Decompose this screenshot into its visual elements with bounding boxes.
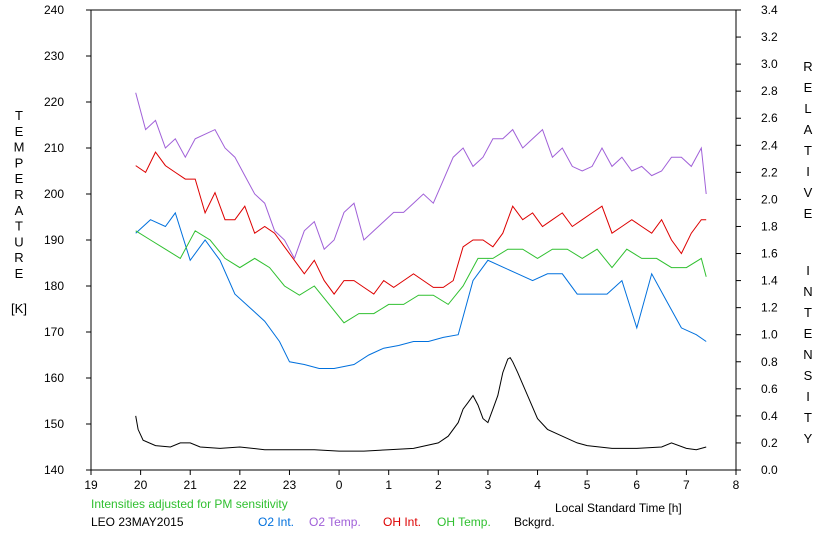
y-left-tick-label: 150 — [44, 417, 64, 431]
left-axis-label-letter: R — [14, 250, 23, 265]
y-right-tick-label: 0.2 — [761, 436, 778, 450]
right-axis-label-letter: V — [804, 185, 813, 200]
y-right-tick-label: 2.2 — [761, 165, 778, 179]
right-axis-label-letter: T — [804, 143, 812, 158]
right-axis-label-letter: S — [804, 368, 813, 383]
series-line-o2-int — [135, 211, 707, 369]
y-left-tick-label: 210 — [44, 141, 64, 155]
left-axis-label-letter: M — [14, 140, 25, 155]
y-left-tick-label: 230 — [44, 49, 64, 63]
legend-oh-int: OH Int. — [383, 515, 421, 529]
x-tick-label: 5 — [584, 478, 591, 492]
x-tick-label: 2 — [435, 478, 442, 492]
series-line-bckgrd — [135, 357, 707, 452]
y-right-tick-label: 3.4 — [761, 3, 778, 17]
y-left-tick-label: 180 — [44, 279, 64, 293]
x-tick-label: 1 — [385, 478, 392, 492]
series-line-oh-int — [135, 151, 707, 295]
x-tick-label: 23 — [283, 478, 297, 492]
y-right-tick-label: 1.2 — [761, 301, 778, 315]
right-axis-label-letter: E — [804, 326, 813, 341]
series-line-oh-temp — [135, 230, 707, 324]
y-left-tick-label: 200 — [44, 187, 64, 201]
x-tick-label: 4 — [534, 478, 541, 492]
y-right-tick-label: 1.0 — [761, 328, 778, 342]
right-axis-label-letter: I — [806, 389, 810, 404]
y-right-tick-label: 3.0 — [761, 57, 778, 71]
right-axis-label-letter: R — [803, 59, 812, 74]
right-axis-label-letter: E — [804, 206, 813, 221]
y-right-tick-label: 2.0 — [761, 192, 778, 206]
y-right-tick-label: 2.8 — [761, 84, 778, 98]
adjustment-note: Intensities adjusted for PM sensitivity — [91, 497, 288, 511]
left-axis-label-letter: E — [15, 171, 24, 186]
right-axis-label-letter: I — [806, 164, 810, 179]
x-tick-label: 3 — [485, 478, 492, 492]
right-axis-label-letter: T — [804, 410, 812, 425]
y-left-tick-label: 160 — [44, 371, 64, 385]
x-tick-label: 7 — [683, 478, 690, 492]
x-tick-label: 22 — [233, 478, 247, 492]
legend-oh-temp: OH Temp. — [437, 515, 491, 529]
x-tick-label: 19 — [84, 478, 98, 492]
x-tick-label: 21 — [184, 478, 198, 492]
site-date-label: LEO 23MAY2015 — [91, 515, 184, 529]
left-axis-label-letter: T — [15, 219, 23, 234]
y-right-tick-label: 0.0 — [761, 463, 778, 477]
right-axis-label-letter: A — [804, 122, 813, 137]
y-left-tick-label: 240 — [44, 3, 64, 17]
right-axis-label-letter: I — [806, 263, 810, 278]
x-axis-label: Local Standard Time [h] — [555, 501, 682, 515]
y-left-tick-label: 220 — [44, 95, 64, 109]
right-axis-label-letter: E — [804, 80, 813, 95]
ticks-layer: 19 20 21 22 23 0 1 2 3 4 5 6 7 8140150160170180190200… — [14, 3, 813, 492]
left-axis-label-letter: U — [14, 234, 23, 249]
left-axis-label-letter: E — [15, 124, 24, 139]
legend-bckgrd: Bckgrd. — [514, 515, 555, 529]
plot-frame — [90, 9, 737, 471]
left-axis-label-letter: R — [14, 187, 23, 202]
x-tick-label: 0 — [336, 478, 343, 492]
left-axis-label-letter: E — [15, 266, 24, 281]
left-axis-label-letter: P — [15, 155, 24, 170]
y-right-tick-label: 2.6 — [761, 111, 778, 125]
series-layer — [135, 92, 707, 452]
y-left-tick-label: 190 — [44, 233, 64, 247]
x-tick-label: 20 — [134, 478, 148, 492]
y-right-tick-label: 1.6 — [761, 247, 778, 261]
series-line-o2-temp — [135, 92, 707, 260]
right-axis-label-letter: N — [803, 284, 812, 299]
legend-o2-int: O2 Int. — [258, 515, 294, 529]
y-right-tick-label: 1.8 — [761, 219, 778, 233]
x-tick-label: 6 — [633, 478, 640, 492]
right-axis-label-letter: Y — [804, 431, 813, 446]
right-axis-label-letter: L — [804, 101, 811, 116]
y-right-tick-label: 1.4 — [761, 274, 778, 288]
y-right-tick-label: 2.4 — [761, 138, 778, 152]
left-axis-label-letter: T — [15, 108, 23, 123]
right-axis-label-letter: N — [803, 347, 812, 362]
y-right-tick-label: 0.4 — [761, 409, 778, 423]
legend-o2-temp: O2 Temp. — [309, 515, 361, 529]
right-axis-label-letter: T — [804, 305, 812, 320]
y-right-tick-label: 0.8 — [761, 355, 778, 369]
y-right-tick-label: 3.2 — [761, 30, 778, 44]
left-axis-label-letter: A — [15, 203, 24, 218]
x-tick-label: 8 — [733, 478, 740, 492]
left-axis-unit: [K] — [11, 301, 27, 316]
y-right-tick-label: 0.6 — [761, 382, 778, 396]
y-left-tick-label: 170 — [44, 325, 64, 339]
y-left-tick-label: 140 — [44, 463, 64, 477]
